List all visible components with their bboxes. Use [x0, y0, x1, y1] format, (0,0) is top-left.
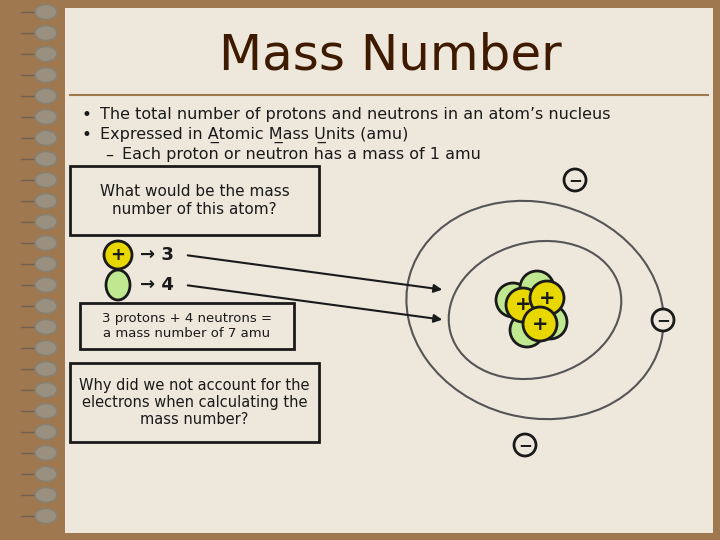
Circle shape: [514, 434, 536, 456]
Ellipse shape: [35, 382, 57, 397]
Text: +: +: [110, 246, 125, 264]
Ellipse shape: [35, 193, 57, 208]
Circle shape: [564, 169, 586, 191]
Ellipse shape: [35, 320, 57, 334]
Ellipse shape: [35, 278, 57, 293]
Text: The total number of protons and neutrons in an atom’s nucleus: The total number of protons and neutrons…: [100, 107, 611, 123]
Ellipse shape: [35, 4, 57, 19]
Circle shape: [506, 288, 540, 322]
Text: •: •: [82, 126, 92, 144]
Ellipse shape: [35, 424, 57, 440]
Ellipse shape: [35, 256, 57, 272]
Circle shape: [523, 307, 557, 341]
Ellipse shape: [35, 235, 57, 251]
Text: −: −: [656, 311, 670, 329]
Text: +: +: [532, 314, 548, 334]
Ellipse shape: [35, 89, 57, 104]
Text: Why did we not account for the
electrons when calculating the
mass number?: Why did we not account for the electrons…: [79, 377, 310, 427]
Text: 3 protons + 4 neutrons =
a mass number of 7 amu: 3 protons + 4 neutrons = a mass number o…: [102, 312, 272, 340]
Ellipse shape: [35, 446, 57, 461]
Ellipse shape: [35, 467, 57, 482]
Text: → 4: → 4: [140, 276, 174, 294]
Ellipse shape: [35, 299, 57, 314]
Text: → 3: → 3: [140, 246, 174, 264]
Ellipse shape: [35, 509, 57, 523]
Text: What would be the mass
number of this atom?: What would be the mass number of this at…: [99, 184, 289, 217]
Text: Expressed in A̲tomic M̲ass U̲nits (amu): Expressed in A̲tomic M̲ass U̲nits (amu): [100, 127, 408, 143]
Text: Each proton or neutron has a mass of 1 amu: Each proton or neutron has a mass of 1 a…: [122, 147, 481, 163]
Ellipse shape: [106, 270, 130, 300]
Ellipse shape: [35, 361, 57, 376]
Circle shape: [520, 271, 554, 305]
Ellipse shape: [35, 488, 57, 503]
Circle shape: [496, 283, 530, 317]
Text: •: •: [82, 106, 92, 124]
Text: –: –: [105, 147, 113, 163]
Text: +: +: [515, 295, 531, 314]
Circle shape: [652, 309, 674, 331]
FancyBboxPatch shape: [65, 8, 713, 533]
Ellipse shape: [35, 214, 57, 230]
FancyBboxPatch shape: [70, 166, 319, 235]
Text: −: −: [518, 436, 532, 454]
Circle shape: [104, 241, 132, 269]
Text: +: +: [539, 288, 555, 307]
Circle shape: [530, 281, 564, 315]
Text: Mass Number: Mass Number: [219, 31, 562, 79]
Ellipse shape: [35, 403, 57, 418]
Ellipse shape: [35, 172, 57, 187]
Ellipse shape: [35, 131, 57, 145]
Circle shape: [510, 313, 544, 347]
Ellipse shape: [35, 68, 57, 83]
Ellipse shape: [35, 341, 57, 355]
FancyBboxPatch shape: [70, 363, 319, 442]
Circle shape: [533, 305, 567, 339]
Ellipse shape: [35, 152, 57, 166]
FancyBboxPatch shape: [80, 303, 294, 349]
Text: −: −: [568, 171, 582, 189]
Ellipse shape: [35, 25, 57, 40]
Ellipse shape: [35, 46, 57, 62]
Ellipse shape: [35, 110, 57, 125]
